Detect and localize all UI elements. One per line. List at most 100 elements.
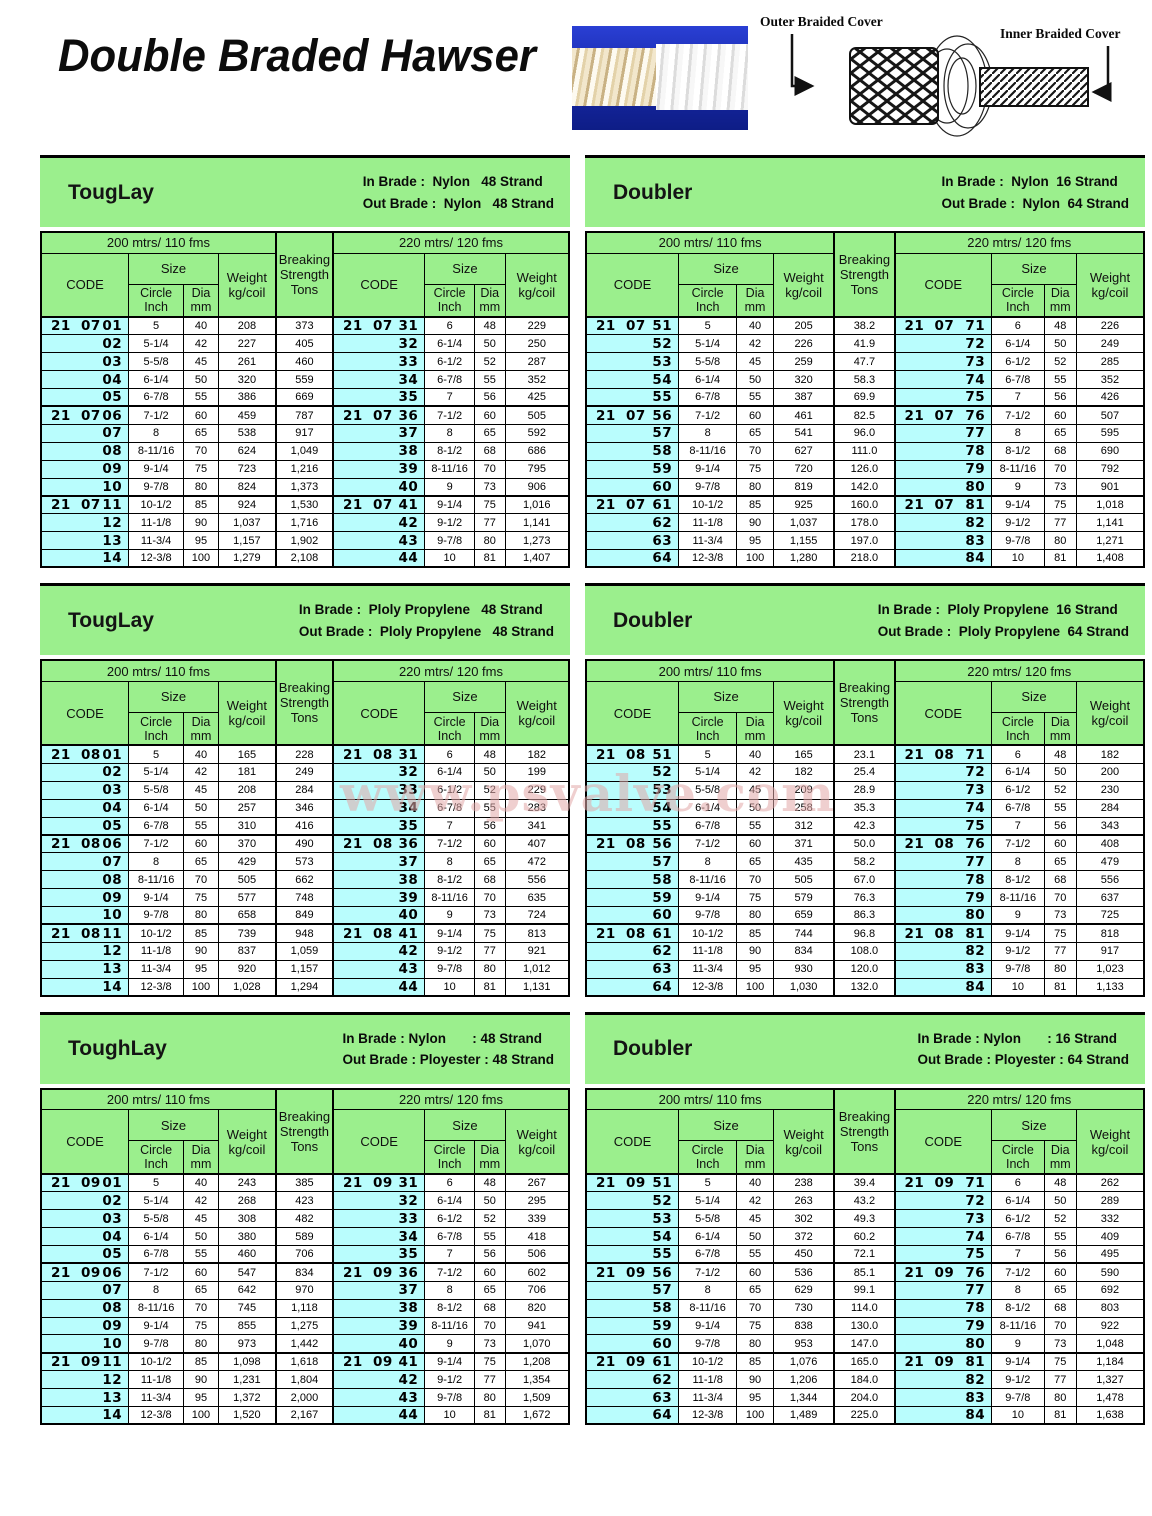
circle-inch-cell: 8-11/16 bbox=[424, 888, 475, 907]
code-header-label: CODE bbox=[66, 277, 104, 293]
weight-cell: 922 bbox=[1075, 1316, 1145, 1336]
size-header: Size bbox=[991, 1109, 1077, 1142]
code-suffix: 06 bbox=[102, 407, 123, 424]
code-cell: 57 bbox=[585, 1280, 680, 1300]
code-cell: 14 bbox=[40, 977, 130, 997]
breaking-strength-cell: 165.0 bbox=[833, 1351, 896, 1372]
dia-mm-header-label: mm bbox=[744, 728, 766, 743]
in-brade-line: In Brade : Nylon 48 Strand bbox=[362, 173, 543, 189]
code-cell: 57 bbox=[585, 852, 680, 872]
code-cell: 21 09 41 bbox=[332, 1351, 426, 1372]
weight-cell: 261 bbox=[217, 352, 277, 372]
circle-inch-cell: 11-3/4 bbox=[678, 1388, 738, 1408]
code-suffix: 11 bbox=[102, 925, 123, 942]
table-titlebar: TougLay In Brade : Ploly Propylene 48 Str… bbox=[40, 583, 570, 656]
weight-cell: 1,520 bbox=[217, 1406, 277, 1425]
circle-inch-cell: 5 bbox=[678, 316, 738, 336]
circle-inch-cell: 9 bbox=[991, 905, 1045, 925]
weight-cell: 229 bbox=[504, 316, 570, 336]
circle-inch-cell: 9 bbox=[424, 477, 475, 497]
table-row: 05 6-7/8 55 460 706 35 7 56 506 bbox=[40, 1245, 570, 1264]
left-span-header: 200 mtrs/ 110 fms bbox=[585, 1088, 835, 1111]
code-suffix: 76 bbox=[965, 836, 986, 853]
code-cell: 54 bbox=[585, 798, 680, 818]
dia-mm-cell: 55 bbox=[1043, 1227, 1077, 1246]
circle-inch-cell: 9-1/4 bbox=[991, 1351, 1045, 1372]
code-suffix: 41 bbox=[398, 1354, 419, 1371]
dia-mm-header-label: Dia bbox=[745, 714, 765, 729]
weight-header-label: Weight bbox=[1089, 698, 1131, 714]
code-prefix: 21 07 bbox=[596, 407, 646, 424]
code-suffix: 42 bbox=[398, 943, 419, 960]
dia-mm-cell: 75 bbox=[473, 494, 506, 515]
size-header: Size bbox=[678, 1109, 774, 1142]
outer-braid bbox=[849, 47, 939, 125]
in-brade-line: In Brade : Nylon : 48 Strand bbox=[342, 1030, 542, 1046]
circle-inch-header-label: Inch bbox=[695, 300, 720, 315]
dia-mm-cell: 60 bbox=[736, 405, 774, 425]
code-prefix: 21 08 bbox=[596, 746, 646, 763]
table-titlebar: TougLay In Brade : Nylon 48 Strand Out Bra… bbox=[40, 155, 570, 227]
dia-mm-cell: 48 bbox=[473, 1172, 506, 1193]
breaking-strength-cell: 2,167 bbox=[274, 1406, 334, 1425]
dia-mm-cell: 80 bbox=[1043, 959, 1077, 979]
weight-header-label: Weight bbox=[516, 269, 557, 285]
circle-inch-cell: 7-1/2 bbox=[991, 833, 1045, 854]
circle-inch-cell: 8-11/16 bbox=[128, 441, 185, 461]
circle-inch-cell: 11-1/8 bbox=[128, 941, 185, 961]
weight-cell: 629 bbox=[772, 1280, 835, 1300]
circle-inch-header-label: Circle bbox=[691, 1143, 724, 1158]
code-cell: 73 bbox=[894, 780, 993, 800]
code-suffix: 43 bbox=[398, 961, 419, 978]
weight-cell: 1,280 bbox=[772, 549, 835, 568]
dia-mm-cell: 52 bbox=[473, 352, 506, 372]
circle-inch-cell: 8-1/2 bbox=[424, 1298, 475, 1318]
dia-mm-header: Dia mm bbox=[1043, 283, 1077, 318]
weight-cell: 450 bbox=[772, 1245, 835, 1264]
code-header-label: CODE bbox=[360, 705, 398, 721]
left-span-header-label: 200 mtrs/ 110 fms bbox=[106, 235, 210, 251]
breaking-strength-cell: 96.8 bbox=[833, 923, 896, 943]
table-row: 05 6-7/8 55 310 416 35 7 56 341 bbox=[40, 816, 570, 836]
brade-spec: In Brade : Nylon : 48 Strand Out Brade : … bbox=[342, 1028, 554, 1071]
circle-inch-cell: 10 bbox=[424, 549, 475, 568]
circle-inch-header-label: Circle bbox=[691, 286, 724, 301]
circle-inch-cell: 9-1/4 bbox=[128, 459, 185, 479]
breaking-strength-cell: 1,049 bbox=[274, 441, 334, 461]
table-row: 52 5-1/4 42 226 41.9 72 6-1/4 50 249 bbox=[585, 334, 1145, 354]
breaking-strength-cell: 573 bbox=[274, 852, 334, 872]
weight-cell: 1,157 bbox=[217, 531, 277, 551]
code-suffix: 72 bbox=[965, 335, 986, 352]
code-suffix: 08 bbox=[102, 443, 123, 460]
code-cell: 83 bbox=[894, 959, 993, 979]
code-suffix: 80 bbox=[965, 1335, 986, 1352]
code-cell: 14 bbox=[40, 549, 130, 568]
weight-header-label: kg/coil bbox=[518, 284, 556, 300]
circle-inch-cell: 6-7/8 bbox=[678, 816, 738, 836]
circle-inch-cell: 10-1/2 bbox=[678, 494, 738, 515]
weight-header-label: kg/coil bbox=[518, 1141, 556, 1157]
weight-cell: 592 bbox=[504, 423, 570, 443]
weight-cell: 429 bbox=[217, 852, 277, 872]
dia-mm-cell: 55 bbox=[183, 1245, 219, 1264]
dia-mm-header-label: mm bbox=[1049, 728, 1071, 743]
breaking-strength-cell: 47.7 bbox=[833, 352, 896, 372]
circle-inch-cell: 9-7/8 bbox=[991, 959, 1045, 979]
column-header-row: CODE Size Weight kg/coil CODE Size Weight kg/co… bbox=[585, 252, 1145, 318]
weight-header-label: Weight bbox=[1089, 269, 1131, 285]
circle-inch-cell: 9-1/4 bbox=[424, 923, 475, 943]
size-header: Size bbox=[424, 680, 506, 713]
breaking-strength-cell: 99.1 bbox=[833, 1280, 896, 1300]
circle-inch-cell: 8-11/16 bbox=[678, 441, 738, 461]
circle-inch-header-label: Inch bbox=[1006, 728, 1030, 743]
code-suffix: 54 bbox=[652, 1228, 673, 1245]
table-row: 12 11-1/8 90 837 1,059 42 9-1/2 77 921 bbox=[40, 941, 570, 961]
table-name: Doubler bbox=[613, 180, 693, 204]
table-row: 21 07 11 10-1/2 85 924 1,530 21 07 41 9-1/4 75 1,0… bbox=[40, 494, 570, 515]
dia-mm-cell: 55 bbox=[473, 798, 506, 818]
dia-mm-cell: 70 bbox=[736, 870, 774, 890]
weight-cell: 1,327 bbox=[1075, 1370, 1145, 1390]
dia-mm-cell: 70 bbox=[183, 1298, 219, 1318]
circle-inch-cell: 10 bbox=[991, 977, 1045, 997]
dia-mm-cell: 52 bbox=[473, 780, 506, 800]
